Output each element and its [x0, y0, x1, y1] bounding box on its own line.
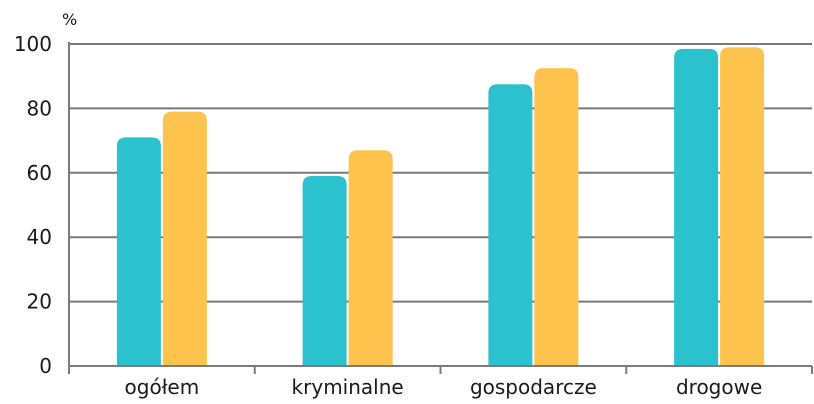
- axes: [68, 42, 813, 374]
- bar-series1-2: [488, 84, 533, 366]
- x-tick-label-0: ogółem: [125, 375, 200, 399]
- bar-series2-0: [162, 111, 207, 367]
- x-tick-label-2: gospodarcze: [470, 375, 597, 399]
- bar-series2-3: [720, 47, 765, 366]
- bars: [116, 47, 765, 367]
- x-tick-label-1: kryminalne: [292, 375, 404, 399]
- tick-labels: 0 20 40 60 80 100 ogółem kryminalne gospodarcze d…: [14, 32, 762, 399]
- y-tick-label-80: 80: [27, 96, 52, 120]
- x-tick-label-3: drogowe: [676, 375, 762, 399]
- y-tick-label-20: 20: [27, 290, 52, 314]
- y-tick-label-40: 40: [27, 225, 52, 249]
- bar-series1-1: [302, 176, 347, 366]
- y-tick-label-60: 60: [27, 161, 52, 185]
- bar-series1-3: [674, 48, 719, 366]
- y-tick-label-100: 100: [14, 32, 52, 56]
- bar-series1-0: [116, 137, 161, 366]
- y-axis-unit-label: %: [62, 10, 77, 29]
- y-tick-label-0: 0: [39, 354, 52, 378]
- bar-series2-2: [534, 68, 579, 367]
- bar-series2-1: [348, 150, 393, 366]
